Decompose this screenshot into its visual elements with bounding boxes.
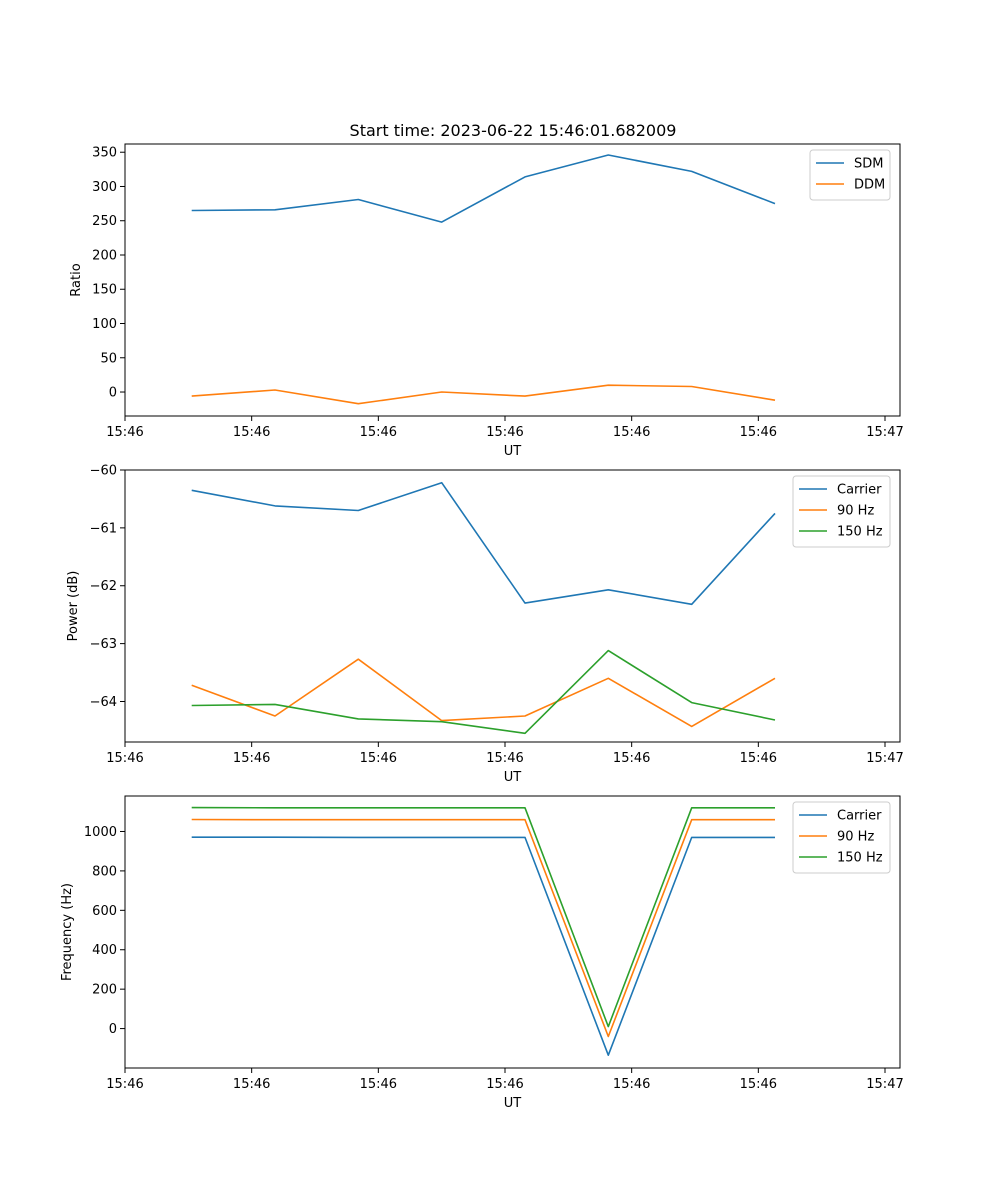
- legend: Carrier 90 Hz 150 Hz: [792, 801, 891, 874]
- x-tick-label: 15:46: [613, 751, 650, 766]
- y-tick-label: 100: [92, 317, 117, 332]
- x-tick-label: 15:46: [486, 425, 523, 440]
- chart-title: Start time: 2023-06-22 15:46:01.682009: [350, 121, 677, 140]
- legend-label: DDM: [854, 178, 885, 193]
- legend-label: Carrier: [837, 483, 882, 498]
- y-axis-label: Power (dB): [66, 571, 81, 642]
- x-tick-label: 15:46: [360, 751, 397, 766]
- legend-label: 90 Hz: [837, 504, 874, 519]
- axes-frame: [124, 795, 901, 1069]
- y-tick-label: −61: [90, 521, 117, 536]
- x-tick-label: 15:46: [486, 1077, 523, 1092]
- y-tick-label: 350: [92, 146, 117, 161]
- x-tick-label: 15:46: [106, 751, 143, 766]
- x-tick-label: 15:46: [613, 425, 650, 440]
- y-tick-label: −60: [90, 464, 117, 479]
- x-axis-label: UT: [504, 444, 522, 459]
- y-tick-label: 50: [100, 351, 117, 366]
- legend-label: 150 Hz: [837, 851, 883, 866]
- x-tick-label: 15:46: [360, 425, 397, 440]
- y-tick-label: 250: [92, 214, 117, 229]
- x-tick-label: 15:46: [106, 1077, 143, 1092]
- x-tick-label: 15:47: [866, 1077, 903, 1092]
- x-tick-label: 15:46: [486, 751, 523, 766]
- series-line-sdm: [191, 154, 776, 223]
- series-line-90-hz: [191, 658, 776, 728]
- x-tick-label: 15:47: [866, 425, 903, 440]
- y-tick-label: 0: [109, 1022, 117, 1037]
- x-tick-label: 15:46: [233, 425, 270, 440]
- x-tick-label: 15:46: [740, 751, 777, 766]
- series-line-150-hz: [191, 649, 776, 735]
- legend-label: 150 Hz: [837, 525, 883, 540]
- chart-panel-1: 15:46 15:46 15:46 15:46 15:46 15:46 15:47 0 50 10…: [69, 143, 904, 459]
- chart-panel-2: 15:46 15:46 15:46 15:46 15:46 15:46 15:47 −64 −6…: [66, 464, 904, 786]
- x-tick-label: 15:46: [106, 425, 143, 440]
- y-tick-label: 150: [92, 283, 117, 298]
- x-tick-label: 15:46: [740, 1077, 777, 1092]
- x-tick-label: 15:46: [360, 1077, 397, 1092]
- y-tick-label: 800: [92, 864, 117, 879]
- x-tick-label: 15:46: [613, 1077, 650, 1092]
- legend: SDM DDM: [809, 149, 891, 201]
- y-tick-label: 300: [92, 180, 117, 195]
- series-line-90-hz: [191, 818, 775, 1038]
- series-line-carrier: [191, 836, 775, 1056]
- x-tick-label: 15:46: [233, 751, 270, 766]
- x-tick-label: 15:46: [233, 1077, 270, 1092]
- legend: Carrier 90 Hz 150 Hz: [792, 475, 891, 548]
- y-tick-label: 0: [109, 386, 117, 401]
- legend-label: Carrier: [837, 809, 882, 824]
- legend-label: 90 Hz: [837, 830, 874, 845]
- y-tick-label: 200: [92, 983, 117, 998]
- series-line-carrier: [191, 481, 776, 606]
- series-line-ddm: [191, 384, 776, 405]
- legend-box: [792, 475, 891, 548]
- y-tick-label: 200: [92, 248, 117, 263]
- x-axis-label: UT: [504, 1096, 522, 1111]
- chart-panel-3: 15:46 15:46 15:46 15:46 15:46 15:46 15:47 0 200 4…: [60, 795, 904, 1111]
- y-tick-label: 600: [92, 904, 117, 919]
- chart-panels: 15:46 15:46 15:46 15:46 15:46 15:46 15:47 0 50 10…: [60, 143, 904, 1111]
- y-tick-label: 400: [92, 943, 117, 958]
- legend-label: SDM: [854, 157, 883, 172]
- y-tick-label: −63: [90, 637, 117, 652]
- axes-frame: [124, 143, 901, 417]
- series-line-150-hz: [191, 806, 775, 1028]
- x-axis-label: UT: [504, 770, 522, 785]
- y-tick-label: −64: [90, 695, 117, 710]
- y-tick-label: 1000: [84, 825, 117, 840]
- axes-frame: [124, 469, 901, 743]
- legend-box: [792, 801, 891, 874]
- y-axis-label: Frequency (Hz): [60, 883, 75, 981]
- x-tick-label: 15:47: [866, 751, 903, 766]
- x-tick-label: 15:46: [740, 425, 777, 440]
- y-tick-label: −62: [90, 579, 117, 594]
- y-axis-label: Ratio: [69, 263, 84, 296]
